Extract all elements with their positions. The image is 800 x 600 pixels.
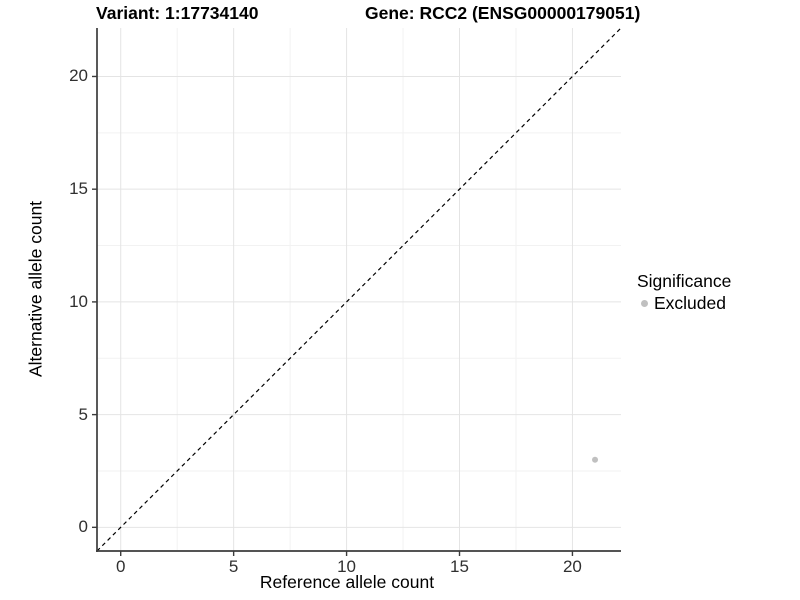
y-tick-label: 15 xyxy=(69,179,88,199)
plot-title-gene: Gene: RCC2 (ENSG00000179051) xyxy=(365,3,641,23)
x-tick-label: 10 xyxy=(337,557,357,576)
y-tick-label: 5 xyxy=(78,404,88,424)
legend-marker-circle-icon xyxy=(641,300,648,307)
y-tick-label: 20 xyxy=(69,66,88,86)
y-tick-label: 0 xyxy=(78,517,88,537)
data-point xyxy=(592,456,599,463)
x-tick-label: 20 xyxy=(562,557,582,576)
x-tick-label: 5 xyxy=(228,557,239,576)
legend: Significance Excluded xyxy=(637,271,731,314)
x-tick-label: 0 xyxy=(115,557,126,576)
legend-item-excluded: Excluded xyxy=(637,293,731,314)
y-axis-label: Alternative allele count xyxy=(25,200,46,378)
legend-item-label: Excluded xyxy=(654,293,726,313)
identity-line xyxy=(96,27,622,552)
plot-title-variant: Variant: 1:17734140 xyxy=(96,3,259,23)
y-tick-label: 10 xyxy=(69,291,88,311)
legend-title: Significance xyxy=(637,271,732,291)
x-axis-label: Reference allele count xyxy=(259,572,435,592)
x-tick-label: 15 xyxy=(450,557,469,576)
